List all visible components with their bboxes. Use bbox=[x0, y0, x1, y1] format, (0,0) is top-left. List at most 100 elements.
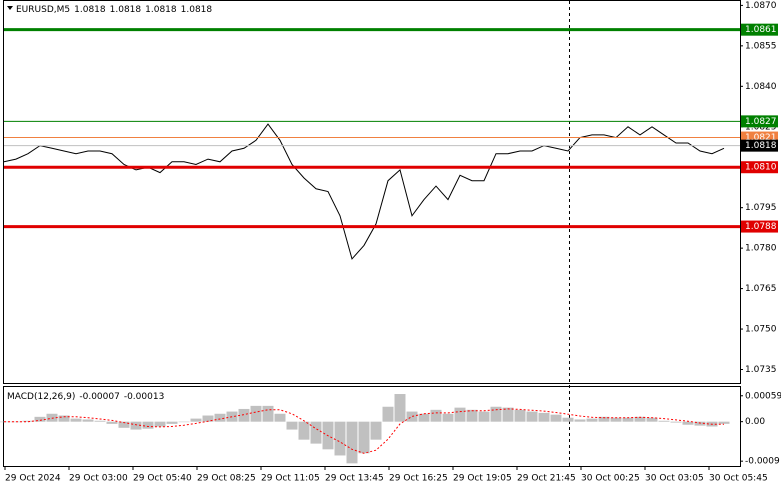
x-tick-label: 29 Oct 21:45 bbox=[517, 474, 576, 484]
macd-bar bbox=[442, 413, 454, 422]
macd-bar bbox=[538, 412, 550, 422]
ohlc-value: 1.0818 bbox=[145, 5, 177, 15]
macd-bar bbox=[526, 411, 538, 422]
macd-bar bbox=[478, 411, 490, 422]
price-panel bbox=[3, 0, 741, 384]
y-tick-label: 1.0750 bbox=[745, 325, 777, 335]
level-label-bg bbox=[741, 23, 778, 36]
y-tick-label: 1.0735 bbox=[745, 365, 777, 375]
macd-bar bbox=[298, 421, 310, 440]
level-label-bg bbox=[741, 161, 778, 174]
macd-bar bbox=[454, 407, 466, 422]
ohlc-value: 1.0818 bbox=[74, 5, 106, 15]
macd-bar bbox=[382, 406, 394, 422]
macd-bar bbox=[466, 409, 478, 422]
macd-bar bbox=[694, 421, 706, 426]
macd-bar bbox=[310, 421, 322, 444]
ohlc-value: 1.0818 bbox=[110, 5, 142, 15]
level-label: 1.0827 bbox=[745, 117, 777, 127]
x-tick-label: 30 Oct 05:45 bbox=[709, 474, 768, 484]
macd-bar bbox=[262, 405, 274, 422]
macd-label: MACD(12,26,9) bbox=[7, 392, 75, 402]
macd-bar bbox=[250, 405, 262, 422]
macd-bar bbox=[178, 421, 190, 423]
macd-bar bbox=[514, 409, 526, 422]
macd-bar bbox=[118, 421, 130, 428]
macd-bar bbox=[130, 421, 142, 430]
x-tick-label: 29 Oct 08:25 bbox=[197, 474, 256, 484]
price-line bbox=[3, 123, 725, 260]
macd-bar bbox=[214, 413, 226, 422]
macd-bar bbox=[190, 418, 202, 422]
macd-bar bbox=[550, 414, 562, 422]
y-tick-label: 0.00 bbox=[745, 417, 765, 427]
macd-bar bbox=[634, 416, 646, 422]
macd-bar bbox=[34, 416, 46, 422]
macd-bar bbox=[154, 421, 166, 427]
y-tick-label: 1.0795 bbox=[745, 203, 777, 213]
y-tick-label: 1.0840 bbox=[745, 82, 777, 92]
x-tick-label: 29 Oct 05:40 bbox=[133, 474, 192, 484]
symbol: EURUSD,M5 bbox=[16, 5, 70, 15]
x-tick-label: 29 Oct 03:00 bbox=[69, 474, 128, 484]
macd-bar bbox=[70, 418, 82, 422]
macd-bar bbox=[610, 417, 622, 422]
level-label: 1.0788 bbox=[745, 222, 777, 232]
macd-bar bbox=[682, 421, 694, 425]
macd-value: -0.00013 bbox=[124, 392, 164, 402]
x-tick-label: 29 Oct 19:05 bbox=[453, 474, 512, 484]
macd-bar bbox=[622, 417, 634, 422]
macd-panel bbox=[3, 386, 741, 467]
macd-bar bbox=[418, 413, 430, 422]
y-tick-label: -0.0009 bbox=[745, 457, 780, 467]
level-label: 1.0818 bbox=[745, 141, 777, 151]
level-label: 1.0821 bbox=[745, 133, 777, 143]
level-label: 1.0810 bbox=[745, 163, 777, 173]
level-label: 1.0861 bbox=[745, 25, 777, 35]
macd-bar bbox=[598, 416, 610, 422]
menu-triangle bbox=[7, 6, 13, 10]
macd-bar bbox=[490, 406, 502, 422]
macd-bar bbox=[646, 417, 658, 422]
macd-bar bbox=[238, 408, 250, 422]
macd-bar bbox=[370, 421, 382, 440]
macd-bar bbox=[286, 421, 298, 430]
macd-bar bbox=[670, 421, 682, 423]
macd-bar bbox=[166, 421, 178, 424]
macd-bar bbox=[334, 421, 346, 456]
macd-bar bbox=[586, 418, 598, 422]
y-tick-label: 1.0765 bbox=[745, 284, 777, 294]
macd-bar bbox=[394, 394, 406, 422]
macd-bar bbox=[562, 417, 574, 422]
macd-bar bbox=[106, 421, 118, 424]
level-label-bg bbox=[741, 139, 778, 152]
y-tick-label: 1.0780 bbox=[745, 244, 777, 254]
macd-bar bbox=[142, 421, 154, 429]
macd-bar bbox=[718, 421, 730, 424]
x-tick-label: 29 Oct 16:25 bbox=[389, 474, 448, 484]
ohlc-value: 1.0818 bbox=[181, 5, 213, 15]
level-label-bg bbox=[741, 115, 778, 128]
x-tick-label: 30 Oct 03:05 bbox=[645, 474, 704, 484]
macd-bar bbox=[346, 421, 358, 464]
x-tick-label: 29 Oct 13:45 bbox=[325, 474, 384, 484]
chart-header: EURUSD,M5 1.0818 1.0818 1.0818 1.0818 bbox=[16, 5, 212, 15]
x-tick-label: 30 Oct 00:25 bbox=[581, 474, 640, 484]
macd-bar bbox=[274, 413, 286, 422]
macd-bar bbox=[82, 419, 94, 422]
x-tick-label: 29 Oct 2024 bbox=[5, 474, 61, 484]
y-tick-label: 1.0855 bbox=[745, 41, 777, 51]
macd-bar bbox=[202, 415, 214, 422]
y-tick-label: 0.00059 bbox=[745, 391, 781, 401]
macd-bar bbox=[430, 409, 442, 422]
macd-header: MACD(12,26,9) -0.00007 -0.00013 bbox=[7, 392, 164, 402]
macd-bar bbox=[58, 415, 70, 422]
macd-bar bbox=[658, 420, 670, 422]
macd-bar bbox=[94, 420, 106, 422]
level-label-bg bbox=[741, 220, 778, 233]
macd-bar bbox=[574, 419, 586, 422]
x-tick-label: 29 Oct 11:05 bbox=[261, 474, 320, 484]
signal-line bbox=[4, 408, 724, 454]
macd-bar bbox=[358, 421, 370, 454]
